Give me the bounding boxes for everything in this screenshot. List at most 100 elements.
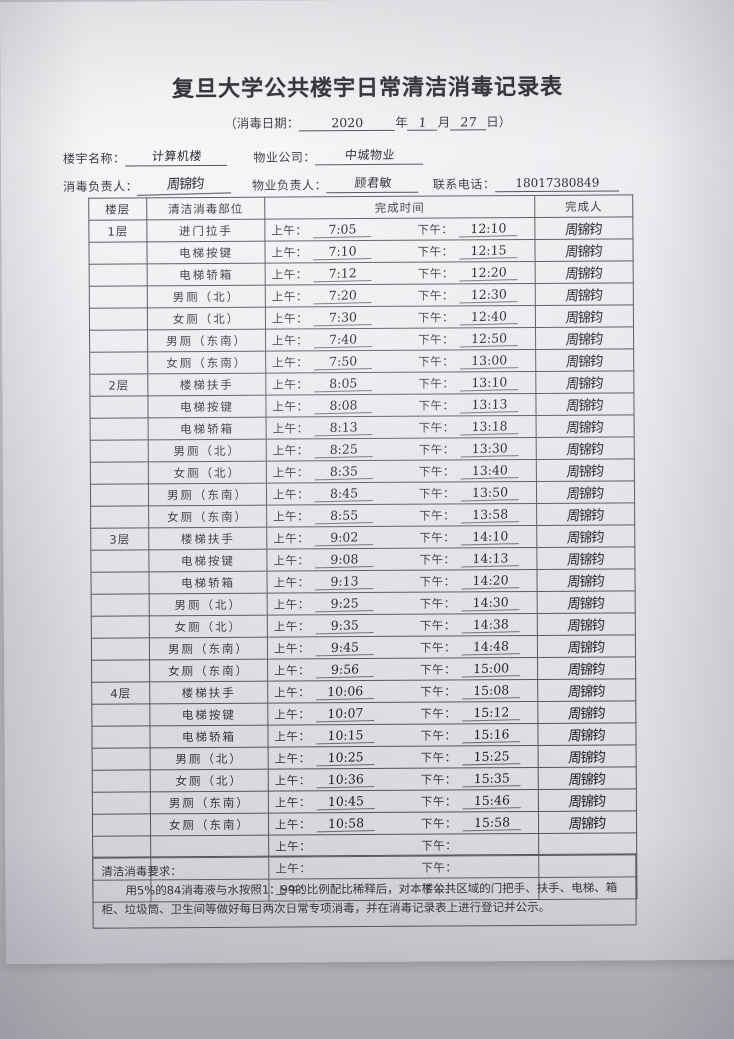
pm-value: 12:50 bbox=[459, 329, 519, 347]
signature: 周锦钧 bbox=[567, 683, 606, 701]
am-label: 上午： bbox=[273, 552, 310, 568]
cell-part: 电梯按键 bbox=[146, 241, 266, 264]
am-label: 上午： bbox=[272, 486, 310, 502]
cell-person: 周锦钧 bbox=[535, 348, 634, 372]
pm-value: 15:16 bbox=[462, 725, 521, 743]
pm-label: 下午： bbox=[419, 551, 456, 567]
am-label: 上午： bbox=[274, 750, 311, 766]
cell-floor bbox=[91, 725, 151, 749]
time-am: 上午： 8:25 bbox=[273, 439, 373, 461]
cell-person: 周锦钧 bbox=[535, 370, 634, 394]
cell-person bbox=[538, 832, 637, 856]
cell-person: 周锦钧 bbox=[537, 656, 636, 680]
time-pm: 下午： 15:46 bbox=[421, 790, 522, 812]
cell-time: 上午： 9:45 下午： 14:48 bbox=[267, 635, 538, 660]
time-am: 上午： 7:40 bbox=[272, 329, 373, 351]
cell-person: 周锦钧 bbox=[537, 700, 636, 724]
pm-value: 14:13 bbox=[461, 549, 520, 567]
am-label: 上午： bbox=[272, 332, 309, 348]
time-am: 上午： 9:08 bbox=[273, 549, 374, 571]
signature: 周锦钧 bbox=[566, 529, 605, 547]
column-header-time: 完成时间 bbox=[264, 195, 535, 220]
cell-part bbox=[150, 835, 269, 858]
cell-person: 周锦钧 bbox=[537, 634, 636, 658]
signature: 周锦钧 bbox=[568, 727, 606, 745]
am-label: 上午： bbox=[274, 772, 311, 788]
cell-time: 上午： 7:30 下午： 12:40 bbox=[265, 305, 536, 330]
time-pm: 下午： 15:00 bbox=[420, 658, 521, 680]
cell-floor bbox=[92, 813, 151, 837]
am-value: 10:06 bbox=[315, 682, 375, 700]
cell-time: 上午： 10:36 下午： 15:35 bbox=[268, 767, 539, 792]
pm-label: 下午： bbox=[418, 353, 455, 369]
requirements-note: 清洁消毒要求： 用5%的84消毒液与水按照1：99的比例配比稀释后，对本楼公共区… bbox=[92, 853, 637, 929]
cell-time: 上午： 10:45 下午： 15:46 bbox=[268, 789, 539, 814]
time-am: 上午： 9:35 bbox=[274, 615, 375, 637]
cell-floor bbox=[91, 703, 150, 727]
signature: 周锦钧 bbox=[566, 485, 605, 503]
time-am: 上午： 9:56 bbox=[274, 659, 375, 681]
date-prefix: （消毒日期： bbox=[224, 115, 300, 131]
date-day-unit: 日） bbox=[486, 114, 512, 130]
cell-floor bbox=[89, 395, 149, 419]
property-manager-value: 顾君敏 bbox=[326, 173, 420, 194]
cell-time: 上午： 8:08 下午： 13:13 bbox=[265, 393, 537, 418]
signature: 周锦钧 bbox=[565, 287, 603, 305]
cell-part: 男厕（东南） bbox=[148, 483, 267, 506]
time-pm: 下午： 14:30 bbox=[420, 592, 520, 614]
cell-floor bbox=[90, 417, 149, 441]
cell-part: 男厕（东南） bbox=[147, 329, 266, 352]
cell-part: 楼梯扶手 bbox=[148, 527, 267, 550]
time-pm: 下午： 14:48 bbox=[420, 636, 521, 658]
am-value: 9:13 bbox=[315, 572, 374, 590]
time-pm: 下午： 15:35 bbox=[421, 768, 521, 790]
pm-label: 下午： bbox=[418, 419, 455, 435]
record-table-wrapper: 楼层 清洁消毒部位 完成时间 完成人 1层 进门拉手 上午： 7:05 下午： 12:10… bbox=[88, 194, 637, 903]
pm-value: 13:13 bbox=[460, 395, 519, 413]
pm-label: 下午： bbox=[420, 705, 457, 721]
time-am: 上午： 9:13 bbox=[273, 571, 374, 593]
am-value: 10:58 bbox=[316, 814, 376, 832]
pm-label: 下午： bbox=[418, 485, 456, 501]
cell-part: 电梯轿箱 bbox=[148, 417, 267, 440]
pm-label: 下午： bbox=[419, 573, 456, 589]
cell-person: 周锦钧 bbox=[536, 458, 635, 482]
page-title: 复旦大学公共楼宇日常清洁消毒记录表 bbox=[171, 73, 564, 103]
cell-part: 女厕（东南） bbox=[148, 505, 267, 528]
time-pm: 下午： 13:10 bbox=[418, 372, 519, 394]
pm-value: 12:20 bbox=[459, 263, 518, 281]
cell-time: 上午： 10:58 下午： 15:58 bbox=[268, 811, 539, 836]
pm-value: 15:58 bbox=[462, 813, 522, 831]
am-value: 8:08 bbox=[314, 396, 373, 414]
time-pm: 下午： 14:38 bbox=[420, 614, 521, 636]
pm-value: 12:10 bbox=[459, 219, 518, 237]
cell-part: 男厕（北） bbox=[147, 285, 266, 308]
pm-value: 15:35 bbox=[462, 769, 521, 787]
property-manager-label: 物业负责人： bbox=[251, 178, 328, 193]
cell-person: 周锦钧 bbox=[536, 436, 635, 460]
cell-person: 周锦钧 bbox=[535, 304, 634, 328]
time-am: 上午： 8:13 bbox=[273, 417, 373, 439]
am-value: 8:45 bbox=[314, 484, 374, 502]
am-value: 8:35 bbox=[314, 462, 374, 480]
cell-part: 女厕（北） bbox=[150, 769, 269, 792]
cell-part: 楼梯扶手 bbox=[149, 681, 268, 704]
am-value: 7:12 bbox=[313, 264, 372, 282]
header-row-building: 楼宇名称： 计算机楼 物业公司： 中城物业 bbox=[62, 145, 425, 167]
cell-floor bbox=[89, 351, 148, 375]
pm-value: 15:08 bbox=[461, 681, 521, 699]
cell-person: 周锦钧 bbox=[536, 568, 636, 592]
signature: 周锦钧 bbox=[566, 551, 605, 569]
cell-time: 上午： 7:50 下午： 13:00 bbox=[265, 349, 536, 374]
signature: 周锦钧 bbox=[568, 771, 606, 789]
pm-label: 下午： bbox=[418, 463, 455, 479]
am-label: 上午： bbox=[271, 310, 308, 326]
pm-value: 14:20 bbox=[461, 571, 520, 589]
am-label: 上午： bbox=[275, 838, 312, 854]
building-name-label: 楼宇名称： bbox=[62, 151, 126, 166]
cell-floor bbox=[92, 747, 151, 771]
am-value: 8:13 bbox=[314, 418, 373, 436]
cell-person: 周锦钧 bbox=[537, 722, 637, 746]
time-pm: 下午： 13:50 bbox=[418, 482, 520, 504]
cell-part: 电梯轿箱 bbox=[147, 263, 266, 286]
